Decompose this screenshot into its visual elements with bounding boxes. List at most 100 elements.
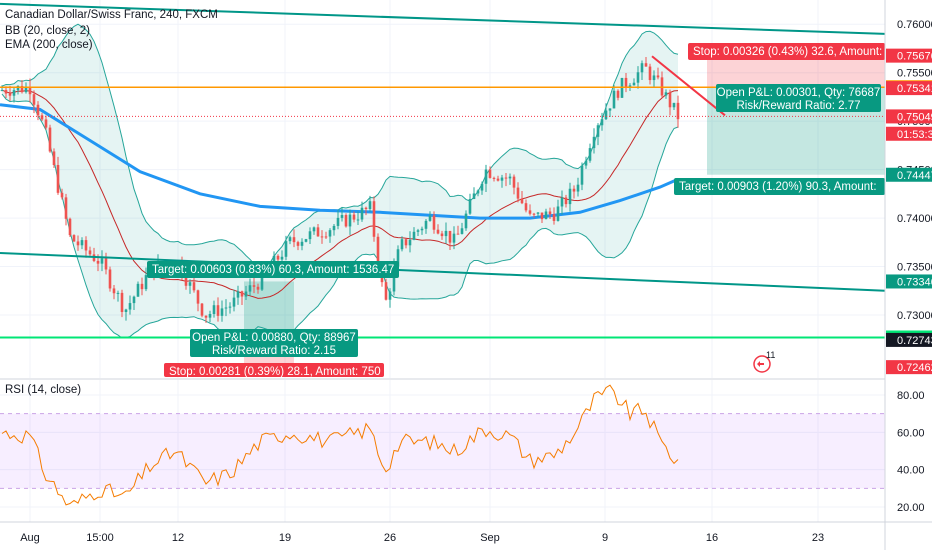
candle[interactable] <box>296 240 300 251</box>
red-trendline[interactable] <box>651 55 726 117</box>
candle[interactable] <box>512 174 516 195</box>
time-tick-label[interactable]: 15:00 <box>86 532 114 544</box>
candle[interactable] <box>448 230 452 250</box>
rsi-tick-label[interactable]: 20.00 <box>897 502 925 514</box>
candle[interactable] <box>452 226 456 250</box>
candle[interactable] <box>572 185 576 199</box>
candle[interactable] <box>348 209 352 235</box>
candle[interactable] <box>428 211 432 222</box>
price-tag[interactable]: 01:53:30 <box>886 126 932 141</box>
candle[interactable] <box>252 277 256 294</box>
candle[interactable] <box>204 315 208 323</box>
candle[interactable] <box>200 303 204 318</box>
candle[interactable] <box>216 297 220 322</box>
candle[interactable] <box>256 283 260 294</box>
candle[interactable] <box>116 290 120 302</box>
candle[interactable] <box>44 115 48 130</box>
candle[interactable] <box>244 285 248 300</box>
upper-trendline[interactable] <box>0 2 886 35</box>
candle[interactable] <box>236 285 240 305</box>
legend-title[interactable]: Canadian Dollar/Swiss Franc, 240, FXCM <box>5 9 218 21</box>
candle[interactable] <box>464 210 468 231</box>
time-tick-label[interactable]: Aug <box>20 532 40 544</box>
candle[interactable] <box>560 190 564 215</box>
price-tag[interactable]: 0.73346 <box>886 274 932 289</box>
candle[interactable] <box>24 82 28 94</box>
candle[interactable] <box>524 199 528 213</box>
candle[interactable] <box>56 156 60 195</box>
candle[interactable] <box>312 226 316 235</box>
candle[interactable] <box>60 188 64 200</box>
candle[interactable] <box>136 281 140 297</box>
candle[interactable] <box>656 67 660 80</box>
candle[interactable] <box>220 300 224 322</box>
candle[interactable] <box>660 71 664 99</box>
candle[interactable] <box>632 78 636 86</box>
candle[interactable] <box>568 182 572 212</box>
candle[interactable] <box>360 201 364 222</box>
candle[interactable] <box>608 108 612 118</box>
candle[interactable] <box>484 164 488 192</box>
candle[interactable] <box>248 278 252 296</box>
candle[interactable] <box>64 193 68 226</box>
candle[interactable] <box>12 87 16 103</box>
time-tick-label[interactable]: 12 <box>172 532 184 544</box>
candle[interactable] <box>400 236 404 252</box>
candle[interactable] <box>212 300 216 318</box>
candle[interactable] <box>564 194 568 208</box>
candle[interactable] <box>592 128 596 154</box>
candle[interactable] <box>352 211 356 223</box>
candle[interactable] <box>408 231 412 253</box>
candle[interactable] <box>556 199 560 222</box>
candle[interactable] <box>456 225 460 235</box>
rsi-tick-label[interactable]: 60.00 <box>897 427 925 439</box>
candle[interactable] <box>668 89 672 116</box>
candle[interactable] <box>304 238 308 243</box>
candle[interactable] <box>580 162 584 191</box>
candle[interactable] <box>552 207 556 225</box>
candle[interactable] <box>488 166 492 179</box>
candle[interactable] <box>528 204 532 216</box>
time-tick-label[interactable]: 16 <box>706 532 718 544</box>
candle[interactable] <box>0 85 4 92</box>
candle[interactable] <box>372 196 376 242</box>
candle[interactable] <box>600 112 604 131</box>
candle[interactable] <box>80 237 84 250</box>
candle[interactable] <box>28 78 32 103</box>
candle[interactable] <box>652 70 656 87</box>
candle[interactable] <box>340 208 344 222</box>
trade-labels[interactable]: Stop: 0.00326 (0.43%) 32.6, Amount: Open … <box>147 43 885 378</box>
rsi-tick-label[interactable]: 40.00 <box>897 465 925 477</box>
candle[interactable] <box>112 285 116 300</box>
countdown-flag-icon[interactable]: 11 <box>753 350 775 373</box>
legend-bb[interactable]: BB (20, close, 2) <box>5 25 90 37</box>
candle[interactable] <box>436 224 440 235</box>
candle[interactable] <box>440 230 444 240</box>
long-target-label[interactable]: Target: 0.00603 (0.83%) 60.3, Amount: 15… <box>147 261 399 278</box>
candle[interactable] <box>548 207 552 220</box>
candle[interactable] <box>364 206 368 216</box>
candle[interactable] <box>100 250 104 272</box>
price-tag[interactable]: 0.72743 <box>886 332 932 347</box>
short-pnl-label[interactable]: Open P&L: 0.00301, Qty: 76687Risk/Reward… <box>716 84 881 112</box>
candle[interactable] <box>388 288 392 308</box>
candle[interactable] <box>188 279 192 294</box>
short-stop-label[interactable]: Stop: 0.00326 (0.43%) 32.6, Amount: <box>688 43 885 60</box>
candle[interactable] <box>332 223 336 236</box>
candle[interactable] <box>36 101 40 121</box>
candle[interactable] <box>132 295 136 310</box>
long-pnl-label[interactable]: Open P&L: 0.00880, Qty: 88967Risk/Reward… <box>190 329 358 357</box>
candle[interactable] <box>420 226 424 235</box>
candle[interactable] <box>532 212 536 218</box>
candle[interactable] <box>308 227 312 244</box>
candle[interactable] <box>476 189 480 197</box>
candle[interactable] <box>536 211 540 218</box>
candle[interactable] <box>416 228 420 237</box>
candle[interactable] <box>128 295 132 315</box>
candle[interactable] <box>300 238 304 251</box>
time-tick-label[interactable]: Sep <box>480 532 500 544</box>
candle[interactable] <box>460 222 464 235</box>
